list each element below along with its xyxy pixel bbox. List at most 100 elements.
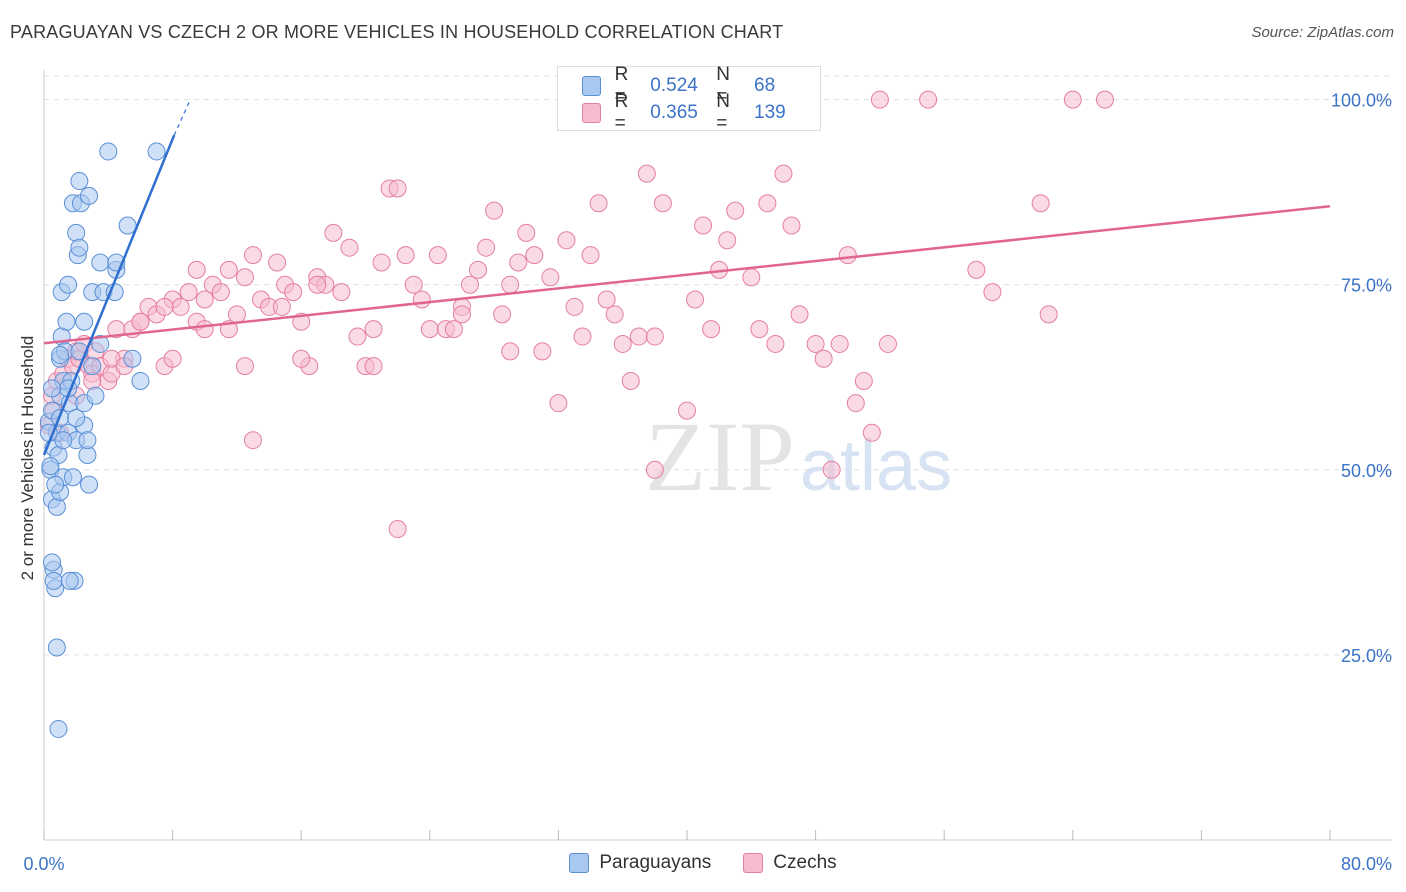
czech-point (557, 231, 576, 250)
czech-point (629, 327, 648, 346)
czech-point (1039, 305, 1058, 324)
r-label: R = (614, 64, 629, 107)
czech-point (581, 246, 600, 265)
czech-point (718, 231, 737, 250)
r-value: 0.365 (650, 102, 698, 123)
czech-point (533, 342, 552, 361)
czech-point (645, 327, 664, 346)
paraguayan-point (78, 431, 97, 450)
czech-point (758, 194, 777, 213)
paraguayan-point (118, 216, 137, 235)
czech-point (340, 238, 359, 257)
tick-labels: 25.0% 50.0% 75.0% 100.0% 0.0% 80.0% (23, 91, 1392, 874)
legend-label: Czechs (773, 852, 837, 873)
n-value: 68 (754, 75, 776, 96)
paraguayan-point (131, 371, 150, 390)
czech-points (39, 90, 1114, 539)
czech-point (822, 460, 841, 479)
paraguayan-point (47, 497, 66, 516)
czech-point (501, 275, 520, 294)
czech-point (726, 201, 745, 220)
paraguayan-point (91, 334, 110, 353)
watermark-zip: ZIP (645, 401, 795, 512)
czech-point (324, 223, 343, 242)
legend-label: Paraguayans (599, 852, 712, 873)
paraguayan-point (63, 468, 82, 487)
czech-trend-line (43, 204, 1331, 345)
czech-point (597, 290, 616, 309)
czech-point (284, 283, 303, 302)
czech-point (235, 268, 254, 287)
paraguayan-point (44, 571, 63, 590)
paraguayan-swatch (569, 853, 590, 873)
czech-point (878, 334, 897, 353)
trend-lines (42, 99, 1331, 456)
czech-point (485, 201, 504, 220)
paraguayan-points (39, 142, 166, 738)
czech-point (452, 305, 471, 324)
czech-point (750, 320, 769, 339)
czech-point (983, 283, 1002, 302)
czech-point (525, 246, 544, 265)
paraguayan-point (80, 475, 99, 494)
czech-point (870, 90, 889, 109)
czech-point (469, 260, 488, 279)
czech-point (573, 327, 592, 346)
series-legend: Paraguayans Czechs (0, 852, 1406, 874)
czech-point (919, 90, 938, 109)
paraguayan-point (86, 386, 105, 405)
czech-point (774, 164, 793, 183)
czech-point (846, 394, 865, 413)
czech-point (364, 320, 383, 339)
czech-point (460, 275, 479, 294)
r-label: R = (614, 91, 629, 134)
czech-point (1063, 90, 1082, 109)
czech-point (195, 320, 214, 339)
x-tick-label: 0.0% (23, 854, 64, 874)
paraguayan-point (123, 349, 142, 368)
czech-swatch (582, 103, 601, 123)
czech-point (694, 216, 713, 235)
paraguayan-point (54, 431, 73, 450)
czech-point (420, 320, 439, 339)
czech-point (613, 334, 632, 353)
legend-item-czechs: Czechs (743, 852, 837, 874)
czech-point (131, 312, 150, 331)
czech-point (549, 394, 568, 413)
chart-title: PARAGUAYAN VS CZECH 2 OR MORE VEHICLES I… (10, 22, 784, 42)
czech-point (766, 334, 785, 353)
czech-point (541, 268, 560, 287)
czech-point (195, 290, 214, 309)
paraguayan-point (43, 553, 62, 572)
czech-point (854, 371, 873, 390)
r-value: 0.524 (650, 75, 698, 96)
czech-point (493, 305, 512, 324)
paraguayan-point (46, 475, 65, 494)
czech-point (621, 371, 640, 390)
paraguayan-point (83, 357, 102, 376)
correlation-legend: R = 0.524 N = 68 R = 0.365 N = 139 (557, 64, 821, 134)
czech-point (637, 164, 656, 183)
legend-row-czechs: R = 0.365 N = 139 (582, 91, 820, 134)
czech-point (292, 349, 311, 368)
czech-point (1031, 194, 1050, 213)
paraguayan-point (67, 223, 86, 242)
czech-point (187, 260, 206, 279)
paraguayan-point (75, 312, 94, 331)
x-tick-label: 80.0% (1341, 854, 1392, 874)
czech-point (348, 327, 367, 346)
czech-point (388, 179, 407, 198)
paraguayan-point (49, 719, 68, 738)
czech-point (219, 260, 238, 279)
paraguayan-point (70, 172, 89, 191)
czech-point (862, 423, 881, 442)
paraguayan-point (51, 346, 70, 365)
czech-point (211, 283, 230, 302)
czech-point (686, 290, 705, 309)
source-label: Source: ZipAtlas.com (1251, 24, 1394, 41)
paraguayan-point (57, 312, 76, 331)
paraguayan-point (147, 142, 166, 161)
czech-point (838, 246, 857, 265)
czech-point (243, 246, 262, 265)
